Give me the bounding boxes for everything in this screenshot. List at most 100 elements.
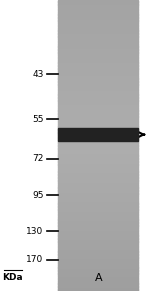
Bar bbox=[58, 35, 138, 37]
Bar bbox=[58, 73, 138, 74]
Bar bbox=[58, 22, 138, 24]
Bar bbox=[58, 196, 138, 198]
Bar bbox=[58, 132, 138, 134]
Bar bbox=[58, 25, 138, 26]
Bar bbox=[58, 9, 138, 10]
Bar bbox=[58, 138, 138, 140]
Bar bbox=[58, 158, 138, 160]
Bar bbox=[58, 183, 138, 185]
Bar bbox=[58, 83, 138, 85]
Bar bbox=[58, 218, 138, 220]
Bar bbox=[58, 246, 138, 247]
Bar bbox=[58, 136, 138, 138]
Bar bbox=[58, 41, 138, 42]
Bar bbox=[58, 171, 138, 173]
Bar bbox=[58, 167, 138, 169]
Bar bbox=[58, 0, 138, 2]
Bar bbox=[58, 33, 138, 35]
Bar bbox=[58, 135, 138, 137]
Bar bbox=[58, 279, 138, 281]
Bar bbox=[58, 187, 138, 189]
Bar bbox=[58, 86, 138, 88]
Bar bbox=[58, 211, 138, 212]
Bar bbox=[58, 29, 138, 31]
Bar bbox=[58, 81, 138, 83]
Bar bbox=[58, 177, 138, 179]
Bar bbox=[58, 225, 138, 227]
Bar bbox=[58, 95, 138, 96]
Bar bbox=[58, 76, 138, 77]
Bar bbox=[58, 217, 138, 218]
Text: 170: 170 bbox=[26, 255, 44, 264]
Bar bbox=[58, 205, 138, 207]
Bar bbox=[58, 6, 138, 8]
Bar bbox=[58, 110, 138, 112]
Bar bbox=[58, 254, 138, 256]
Bar bbox=[58, 147, 138, 148]
Bar bbox=[58, 190, 138, 192]
Bar bbox=[58, 52, 138, 54]
Bar bbox=[58, 74, 138, 76]
Bar bbox=[58, 209, 138, 211]
Bar bbox=[58, 221, 138, 223]
Bar bbox=[58, 276, 138, 278]
Bar bbox=[58, 189, 138, 191]
Bar bbox=[58, 200, 138, 202]
Bar bbox=[58, 126, 138, 128]
Bar bbox=[58, 283, 138, 285]
Bar bbox=[58, 128, 138, 141]
Bar bbox=[58, 20, 138, 22]
Text: A: A bbox=[94, 273, 102, 283]
Bar bbox=[58, 214, 138, 215]
Bar bbox=[58, 36, 138, 38]
Bar bbox=[58, 154, 138, 156]
Bar bbox=[58, 93, 138, 95]
Bar bbox=[58, 152, 138, 154]
Bar bbox=[58, 237, 138, 239]
Bar bbox=[58, 234, 138, 236]
Bar bbox=[58, 160, 138, 162]
Bar bbox=[58, 99, 138, 101]
Text: 95: 95 bbox=[32, 191, 44, 200]
Bar bbox=[58, 182, 138, 183]
Bar bbox=[58, 219, 138, 221]
Bar bbox=[58, 145, 138, 147]
Bar bbox=[58, 215, 138, 217]
Bar bbox=[58, 58, 138, 60]
Bar bbox=[58, 144, 138, 146]
Bar bbox=[58, 96, 138, 98]
Bar bbox=[58, 151, 138, 153]
Bar bbox=[58, 278, 138, 279]
Text: 55: 55 bbox=[32, 115, 44, 124]
Bar bbox=[58, 161, 138, 163]
Bar bbox=[58, 273, 138, 275]
Bar bbox=[58, 263, 138, 265]
Bar bbox=[58, 55, 138, 57]
Bar bbox=[58, 184, 138, 186]
Bar bbox=[58, 141, 138, 143]
Bar bbox=[58, 230, 138, 231]
Bar bbox=[58, 203, 138, 205]
Bar bbox=[58, 97, 138, 99]
Bar bbox=[58, 79, 138, 80]
Bar bbox=[58, 51, 138, 53]
Bar bbox=[58, 244, 138, 246]
Bar bbox=[58, 212, 138, 214]
Bar bbox=[58, 235, 138, 237]
Bar bbox=[58, 122, 138, 124]
Bar bbox=[58, 180, 138, 182]
Bar bbox=[58, 164, 138, 166]
Bar bbox=[58, 10, 138, 12]
Bar bbox=[58, 150, 138, 151]
Bar bbox=[58, 119, 138, 121]
Bar bbox=[58, 61, 138, 63]
Bar bbox=[58, 48, 138, 50]
Text: 130: 130 bbox=[26, 227, 44, 236]
Bar bbox=[58, 92, 138, 93]
Bar bbox=[58, 128, 138, 129]
Bar bbox=[58, 115, 138, 116]
Bar bbox=[58, 131, 138, 132]
Bar bbox=[58, 256, 138, 258]
Bar bbox=[58, 208, 138, 210]
Bar bbox=[58, 112, 138, 113]
